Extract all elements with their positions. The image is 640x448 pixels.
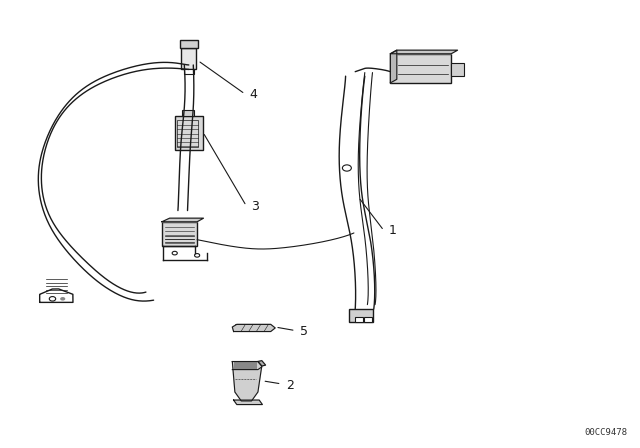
Text: 1: 1 (388, 224, 396, 237)
Polygon shape (390, 50, 458, 54)
Circle shape (60, 297, 65, 301)
Polygon shape (162, 218, 204, 222)
Polygon shape (232, 324, 275, 332)
Text: 5: 5 (300, 325, 308, 338)
Bar (349, 309, 373, 322)
Bar (451, 63, 464, 76)
Polygon shape (258, 361, 266, 366)
Bar (355, 317, 363, 322)
Polygon shape (234, 400, 262, 405)
FancyBboxPatch shape (175, 116, 203, 150)
Polygon shape (390, 50, 397, 83)
Bar (364, 317, 372, 322)
Bar (234, 362, 257, 370)
FancyBboxPatch shape (390, 54, 451, 83)
Polygon shape (232, 362, 262, 401)
FancyBboxPatch shape (162, 222, 197, 246)
FancyBboxPatch shape (184, 69, 194, 74)
FancyBboxPatch shape (180, 40, 198, 48)
Text: 4: 4 (250, 87, 257, 101)
Bar (177, 120, 198, 147)
Text: 3: 3 (252, 199, 259, 213)
Text: 2: 2 (286, 379, 294, 392)
Text: 00CC9478: 00CC9478 (584, 428, 627, 437)
FancyBboxPatch shape (181, 48, 196, 69)
Bar (182, 110, 194, 116)
